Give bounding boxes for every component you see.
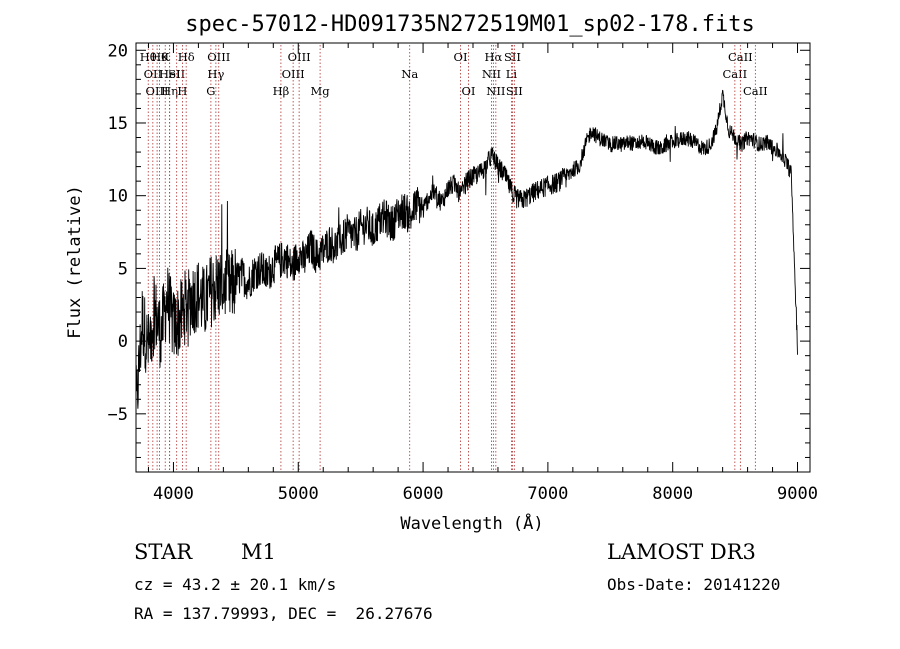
line-label-24: SII xyxy=(504,50,521,64)
line-label-19: OI xyxy=(462,84,476,98)
x-tick-label-4: 8000 xyxy=(652,484,693,504)
line-label-16: Mg xyxy=(311,84,331,98)
redshift-readout: cz = 43.2 ± 20.1 km/s xyxy=(134,575,337,594)
y-tick-label-2: 5 xyxy=(118,259,128,279)
object-class: STAR xyxy=(134,540,193,564)
x-tick-label-3: 7000 xyxy=(527,484,568,504)
chart-title: spec-57012-HD091735N272519M01_sp02-178.f… xyxy=(185,12,755,37)
x-axis-label: Wavelength (Å) xyxy=(400,512,543,534)
y-tick-label-3: 10 xyxy=(108,187,128,207)
survey-name: LAMOST DR3 xyxy=(607,540,756,564)
line-label-18: OI xyxy=(454,50,468,64)
line-label-13: Hβ xyxy=(273,84,290,98)
line-label-23: Li xyxy=(506,67,518,81)
y-tick-label-0: −5 xyxy=(108,405,128,425)
line-label-26: CaII xyxy=(722,67,747,81)
line-label-15: OIII xyxy=(288,50,311,64)
spectral-line-markers: HθOIIOIIIHθKHηHeISIIHHδGHγOIIIHβOIIIOIII… xyxy=(140,45,768,472)
y-axis-label: Flux (relative) xyxy=(65,185,85,339)
line-label-8: H xyxy=(177,84,187,98)
line-label-17: Na xyxy=(401,67,418,81)
y-tick-label-1: 0 xyxy=(118,332,128,352)
line-label-20: NII xyxy=(482,67,501,81)
line-label-9: Hδ xyxy=(178,50,195,64)
line-label-10: G xyxy=(206,84,215,98)
line-label-14: OIII xyxy=(282,67,305,81)
line-label-2: OIII xyxy=(146,84,169,98)
line-label-4: K xyxy=(161,50,170,64)
observation-date: Obs-Date: 20141220 xyxy=(607,575,781,594)
x-tick-label-0: 4000 xyxy=(153,484,194,504)
x-tick-label-5: 9000 xyxy=(777,484,818,504)
plot-frame xyxy=(135,42,811,473)
line-label-3: Hθ xyxy=(151,50,168,64)
axis-ticks: 4000 5000 6000 7000 8000 9000 −5 0 5 10 15 20 xyxy=(108,41,818,504)
line-label-12: OIII xyxy=(207,50,230,64)
spectrum-series xyxy=(135,89,798,409)
y-tick-label-4: 15 xyxy=(108,114,128,134)
x-tick-label-1: 5000 xyxy=(278,484,319,504)
y-tick-label-5: 20 xyxy=(108,41,128,61)
line-label-7: SII xyxy=(168,67,185,81)
spectrum-line xyxy=(135,89,798,409)
x-tick-label-2: 6000 xyxy=(403,484,444,504)
line-label-22: NII xyxy=(486,84,505,98)
line-label-6: HeI xyxy=(159,67,180,81)
line-label-21: Hα xyxy=(484,50,502,64)
line-label-28: CaII xyxy=(743,84,768,98)
line-label-27: CaII xyxy=(728,50,753,64)
coordinates-readout: RA = 137.79993, DEC = 26.27676 xyxy=(134,604,433,623)
spectrum-chart: spec-57012-HD091735N272519M01_sp02-178.f… xyxy=(65,12,818,534)
line-label-25: SII xyxy=(506,84,523,98)
line-label-11: Hγ xyxy=(207,67,224,81)
object-subclass: M1 xyxy=(241,540,276,564)
